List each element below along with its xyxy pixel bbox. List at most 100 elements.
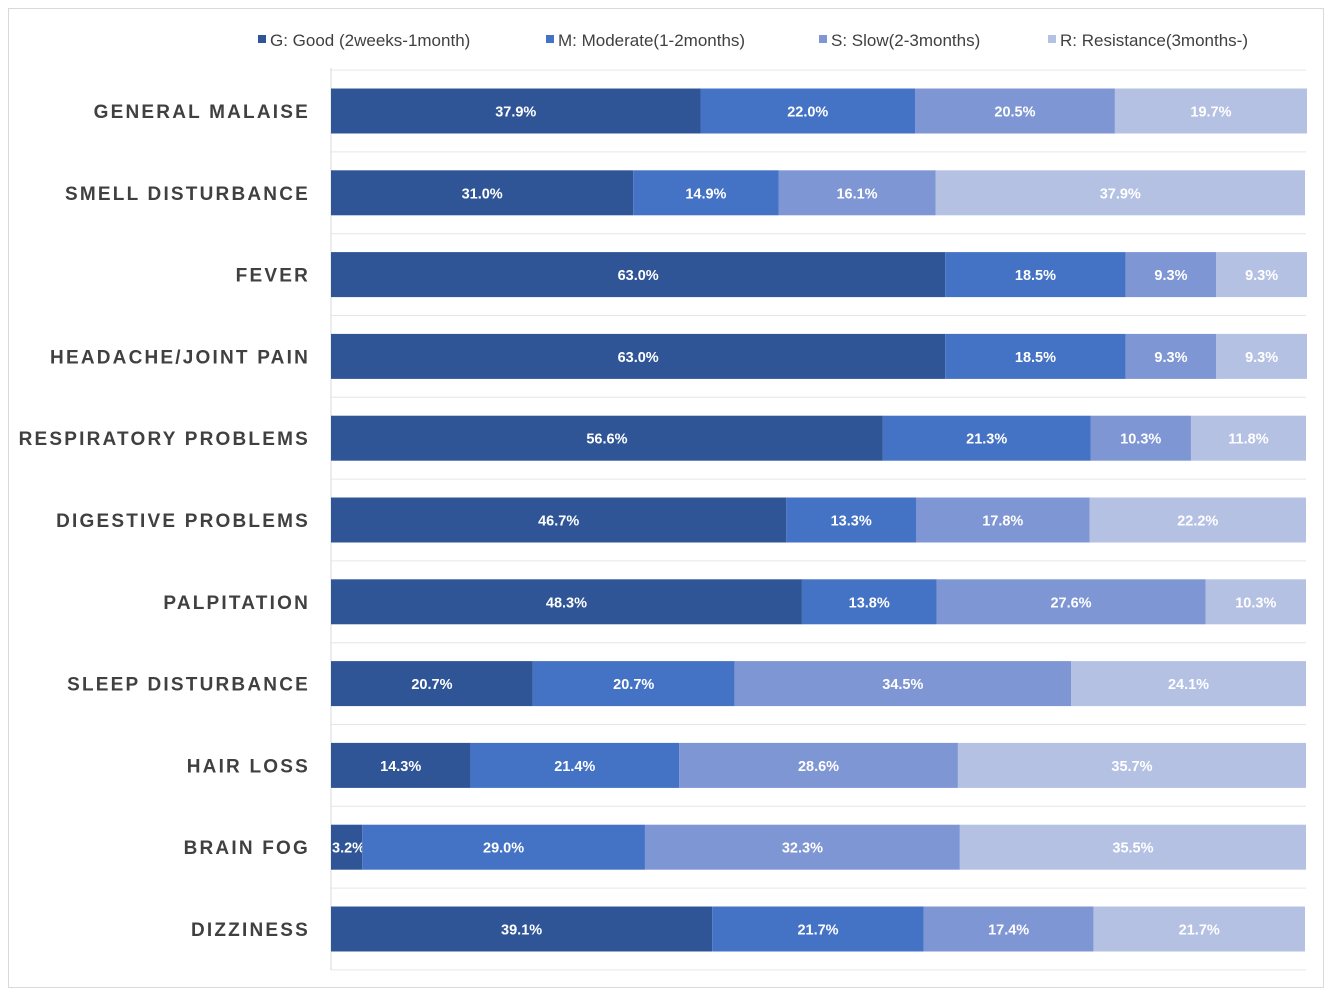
data-label: 18.5%	[1015, 350, 1056, 366]
data-label: 21.4%	[554, 759, 595, 775]
legend-swatch	[1048, 35, 1056, 43]
legend-label: S: Slow(2-3months)	[831, 31, 980, 50]
bar-segment	[801, 579, 937, 625]
category-label: PALPITATION	[163, 593, 310, 614]
bar-segment	[1071, 661, 1306, 707]
bar-segment	[331, 742, 471, 788]
data-label: 28.6%	[798, 759, 839, 775]
data-label: 63.0%	[618, 268, 659, 284]
bar-segment	[945, 333, 1126, 379]
bar-segment	[1205, 579, 1306, 625]
data-label: 22.0%	[787, 105, 828, 121]
bar-segment	[936, 579, 1206, 625]
data-label: 48.3%	[546, 595, 587, 611]
legend-label: R: Resistance(3months-)	[1060, 31, 1248, 50]
data-label: 3.2%	[332, 841, 365, 857]
bar-segment	[362, 824, 645, 870]
legend-swatch	[546, 35, 554, 43]
data-label: 56.6%	[586, 432, 627, 448]
bar-segment	[532, 661, 735, 707]
bar-segment	[1125, 252, 1217, 298]
bar-segment	[945, 252, 1126, 298]
bar-segment	[1216, 252, 1307, 298]
bar-segment	[331, 497, 787, 543]
category-label: GENERAL MALAISE	[94, 102, 310, 123]
bar-segment	[331, 824, 363, 870]
bar-segment	[331, 170, 634, 216]
bar-segment	[786, 497, 916, 543]
bar-segment	[331, 906, 713, 952]
category-label: SLEEP DISTURBANCE	[67, 675, 310, 696]
bar-segment	[778, 170, 936, 216]
category-label: BRAIN FOG	[184, 838, 310, 859]
bar-segment	[331, 415, 883, 461]
bar-segment	[331, 252, 946, 298]
data-label: 63.0%	[618, 350, 659, 366]
bar-segment	[1190, 415, 1306, 461]
data-label: 21.7%	[797, 923, 838, 939]
data-label: 21.7%	[1179, 923, 1220, 939]
bar-segment	[957, 742, 1306, 788]
bar-segment	[331, 88, 701, 134]
bar-segment	[700, 88, 916, 134]
data-label: 10.3%	[1235, 595, 1276, 611]
data-label: 13.8%	[849, 595, 890, 611]
legend-swatch	[258, 35, 266, 43]
data-label: 18.5%	[1015, 268, 1056, 284]
legend-label: M: Moderate(1-2months)	[558, 31, 745, 50]
bar-segment	[470, 742, 680, 788]
data-label: 9.3%	[1154, 268, 1187, 284]
data-label: 22.2%	[1177, 514, 1218, 530]
bar-segment	[331, 333, 946, 379]
data-label: 35.5%	[1112, 841, 1153, 857]
data-label: 16.1%	[836, 186, 877, 202]
bar-segment	[915, 88, 1115, 134]
bar-segment	[1090, 415, 1191, 461]
data-label: 29.0%	[483, 841, 524, 857]
data-label: 17.8%	[982, 514, 1023, 530]
data-label: 27.6%	[1050, 595, 1091, 611]
data-label: 9.3%	[1245, 268, 1278, 284]
bar-segment	[959, 824, 1306, 870]
bar-segment	[923, 906, 1094, 952]
bar-segment	[331, 579, 802, 625]
bar-segment	[633, 170, 779, 216]
data-label: 11.8%	[1228, 432, 1268, 448]
data-label: 37.9%	[1100, 186, 1141, 202]
data-label: 37.9%	[495, 105, 536, 121]
data-label: 35.7%	[1111, 759, 1152, 775]
bar-segment	[331, 661, 533, 707]
bar-segment	[1114, 88, 1307, 134]
bar-segment	[734, 661, 1072, 707]
data-label: 32.3%	[782, 841, 823, 857]
category-label: HAIR LOSS	[187, 756, 310, 777]
bar-segment	[1216, 333, 1307, 379]
bar-segment	[916, 497, 1090, 543]
bar-segment	[882, 415, 1091, 461]
category-label: HEADACHE/JOINT PAIN	[50, 347, 310, 368]
data-label: 21.3%	[966, 432, 1007, 448]
data-label: 13.3%	[831, 514, 872, 530]
data-label: 31.0%	[462, 186, 503, 202]
data-label: 14.9%	[685, 186, 726, 202]
category-label: FEVER	[236, 266, 310, 287]
data-label: 9.3%	[1154, 350, 1187, 366]
data-label: 24.1%	[1168, 677, 1209, 693]
bar-segment	[1125, 333, 1217, 379]
data-label: 10.3%	[1120, 432, 1161, 448]
data-label: 20.7%	[411, 677, 452, 693]
data-label: 19.7%	[1190, 105, 1231, 121]
bar-segment	[1093, 906, 1306, 952]
bar-segment	[679, 742, 958, 788]
bar-segment	[644, 824, 960, 870]
category-label: DIZZINESS	[191, 920, 310, 941]
data-label: 39.1%	[501, 923, 542, 939]
category-label: RESPIRATORY PROBLEMS	[19, 429, 310, 450]
data-label: 14.3%	[380, 759, 421, 775]
legend-label: G: Good (2weeks-1month)	[270, 31, 470, 50]
data-label: 9.3%	[1245, 350, 1278, 366]
bar-segment	[712, 906, 924, 952]
category-label: SMELL DISTURBANCE	[65, 184, 310, 205]
data-label: 17.4%	[988, 923, 1029, 939]
